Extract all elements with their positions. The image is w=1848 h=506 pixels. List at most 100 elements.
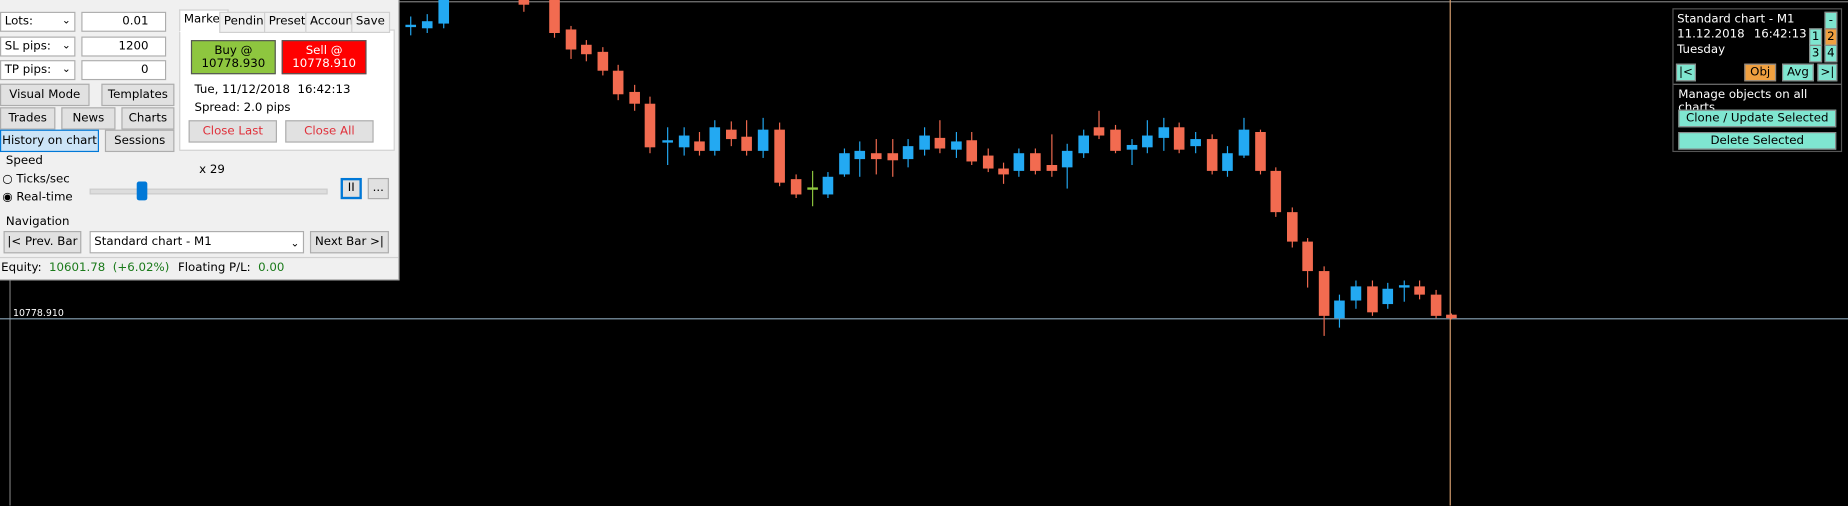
more-button[interactable]: ...: [367, 177, 389, 200]
candle-body: [1013, 153, 1025, 171]
close-last-button[interactable]: Close Last: [188, 120, 277, 143]
label: SL pips:: [4, 40, 51, 54]
pause-button[interactable]: II: [340, 177, 362, 200]
button[interactable]: Trades: [0, 107, 56, 130]
candle-body: [774, 129, 785, 183]
button[interactable]: News: [61, 107, 116, 130]
button[interactable]: Templates: [101, 83, 175, 107]
candle-body: [1414, 286, 1425, 295]
candle-body: [405, 24, 417, 28]
speed-thumb[interactable]: [136, 181, 148, 201]
tab[interactable]: Presets: [263, 11, 317, 33]
candle-body: [870, 153, 882, 160]
candle-body: [581, 44, 592, 55]
button[interactable]: Visual Mode: [0, 83, 90, 107]
radio-ticks[interactable]: ○ Ticks/sec: [2, 173, 70, 187]
candle-body: [1446, 314, 1457, 319]
chart-select[interactable]: Standard chart - M1 ⌄: [89, 230, 305, 254]
radio-realtime[interactable]: ◉ Real-time: [2, 190, 73, 204]
info-panel: Standard chart - M1 11.12.2018 16:42:13 …: [1672, 8, 1843, 153]
info-title: Standard chart - M1: [1677, 12, 1795, 26]
candle-body: [1110, 129, 1121, 151]
candle-body: [1206, 139, 1218, 171]
candle-body: [982, 155, 994, 169]
speed-multiplier: x 29: [199, 163, 225, 177]
label: Floating P/L:: [177, 261, 251, 275]
candle-body: [694, 141, 705, 151]
number-button[interactable]: 4: [1824, 44, 1838, 63]
buy-button[interactable]: Buy @10778.930: [190, 40, 276, 75]
candle-body: [565, 29, 577, 50]
nav-button[interactable]: >|: [1817, 63, 1838, 82]
next-bar-button[interactable]: Next Bar >|: [309, 230, 389, 254]
number-button[interactable]: 2: [1824, 28, 1838, 46]
candle-body: [1030, 153, 1041, 171]
label: Sell @: [305, 44, 343, 58]
candle-body: [725, 129, 737, 140]
tp-label[interactable]: TP pips: ⌄: [0, 60, 76, 81]
candle-body: [1350, 286, 1362, 301]
candle-body: [757, 129, 769, 151]
candle-body: [741, 136, 752, 151]
candle-body: [1061, 150, 1073, 168]
candle-body: [597, 51, 609, 71]
equity: 10601.78: [49, 261, 106, 275]
candle-body: [709, 127, 721, 151]
speed-title: Speed: [5, 154, 43, 168]
nav-button[interactable]: |<: [1675, 63, 1696, 82]
candle-body: [1126, 144, 1138, 150]
candle-body: [1367, 286, 1378, 313]
clone-button[interactable]: Clone / Update Selected: [1678, 109, 1837, 128]
button[interactable]: Sessions: [104, 129, 175, 153]
candles: [405, 0, 1457, 336]
label: Real-time: [16, 190, 73, 204]
tab[interactable]: Account: [305, 11, 363, 33]
lots-input[interactable]: 0.01: [81, 11, 167, 32]
delete-button[interactable]: Delete Selected: [1678, 131, 1837, 150]
candle-body: [1398, 285, 1410, 288]
info-date: 11.12.2018: [1677, 28, 1745, 42]
candle-body: [1238, 129, 1250, 156]
status-bar: Equity: 10601.78 (+6.02%): [1, 262, 169, 275]
sl-input[interactable]: 1200: [81, 36, 167, 57]
candle-body: [887, 153, 899, 161]
sell-button[interactable]: Sell @10778.910: [281, 40, 367, 75]
tab[interactable]: Save: [351, 11, 390, 33]
prev-bar-button[interactable]: |< Prev. Bar: [3, 230, 82, 254]
speed-track: [89, 188, 328, 195]
candle-body: [1430, 294, 1442, 316]
label: Lots:: [4, 15, 34, 29]
minimize-button[interactable]: -: [1824, 11, 1838, 30]
candle-body: [854, 150, 866, 160]
candle-body: [421, 21, 433, 29]
label: Ticks/sec: [16, 173, 70, 187]
close-all-button[interactable]: Close All: [285, 120, 374, 143]
candle-body: [1173, 127, 1185, 150]
sl-label[interactable]: SL pips: ⌄: [0, 36, 76, 57]
candle-body: [629, 91, 640, 104]
candle-body: [951, 141, 962, 150]
number-button[interactable]: 3: [1809, 44, 1823, 63]
button[interactable]: History on chart: [0, 129, 99, 153]
candle-body: [1093, 127, 1105, 136]
candle-body: [549, 0, 560, 33]
floating-pl: Floating P/L: 0.00: [178, 262, 284, 275]
equity-change: (+6.02%): [112, 261, 170, 275]
candle-body: [644, 103, 656, 148]
obj-button[interactable]: Obj: [1744, 63, 1777, 82]
avg-button[interactable]: Avg: [1781, 63, 1814, 82]
candle-body: [807, 187, 818, 190]
info-weekday: Tuesday: [1677, 43, 1726, 57]
candle-body: [438, 0, 450, 24]
lots-label[interactable]: Lots: ⌄: [0, 11, 76, 32]
number-button[interactable]: 1: [1809, 28, 1823, 46]
candle-body: [1318, 271, 1330, 316]
pl: 0.00: [258, 261, 285, 275]
candle-body: [1286, 212, 1298, 242]
tab[interactable]: Pending: [219, 11, 276, 33]
candle-body: [839, 153, 850, 175]
candle-body: [1190, 139, 1201, 147]
tp-input[interactable]: 0: [81, 60, 167, 81]
button[interactable]: Charts: [121, 107, 175, 130]
